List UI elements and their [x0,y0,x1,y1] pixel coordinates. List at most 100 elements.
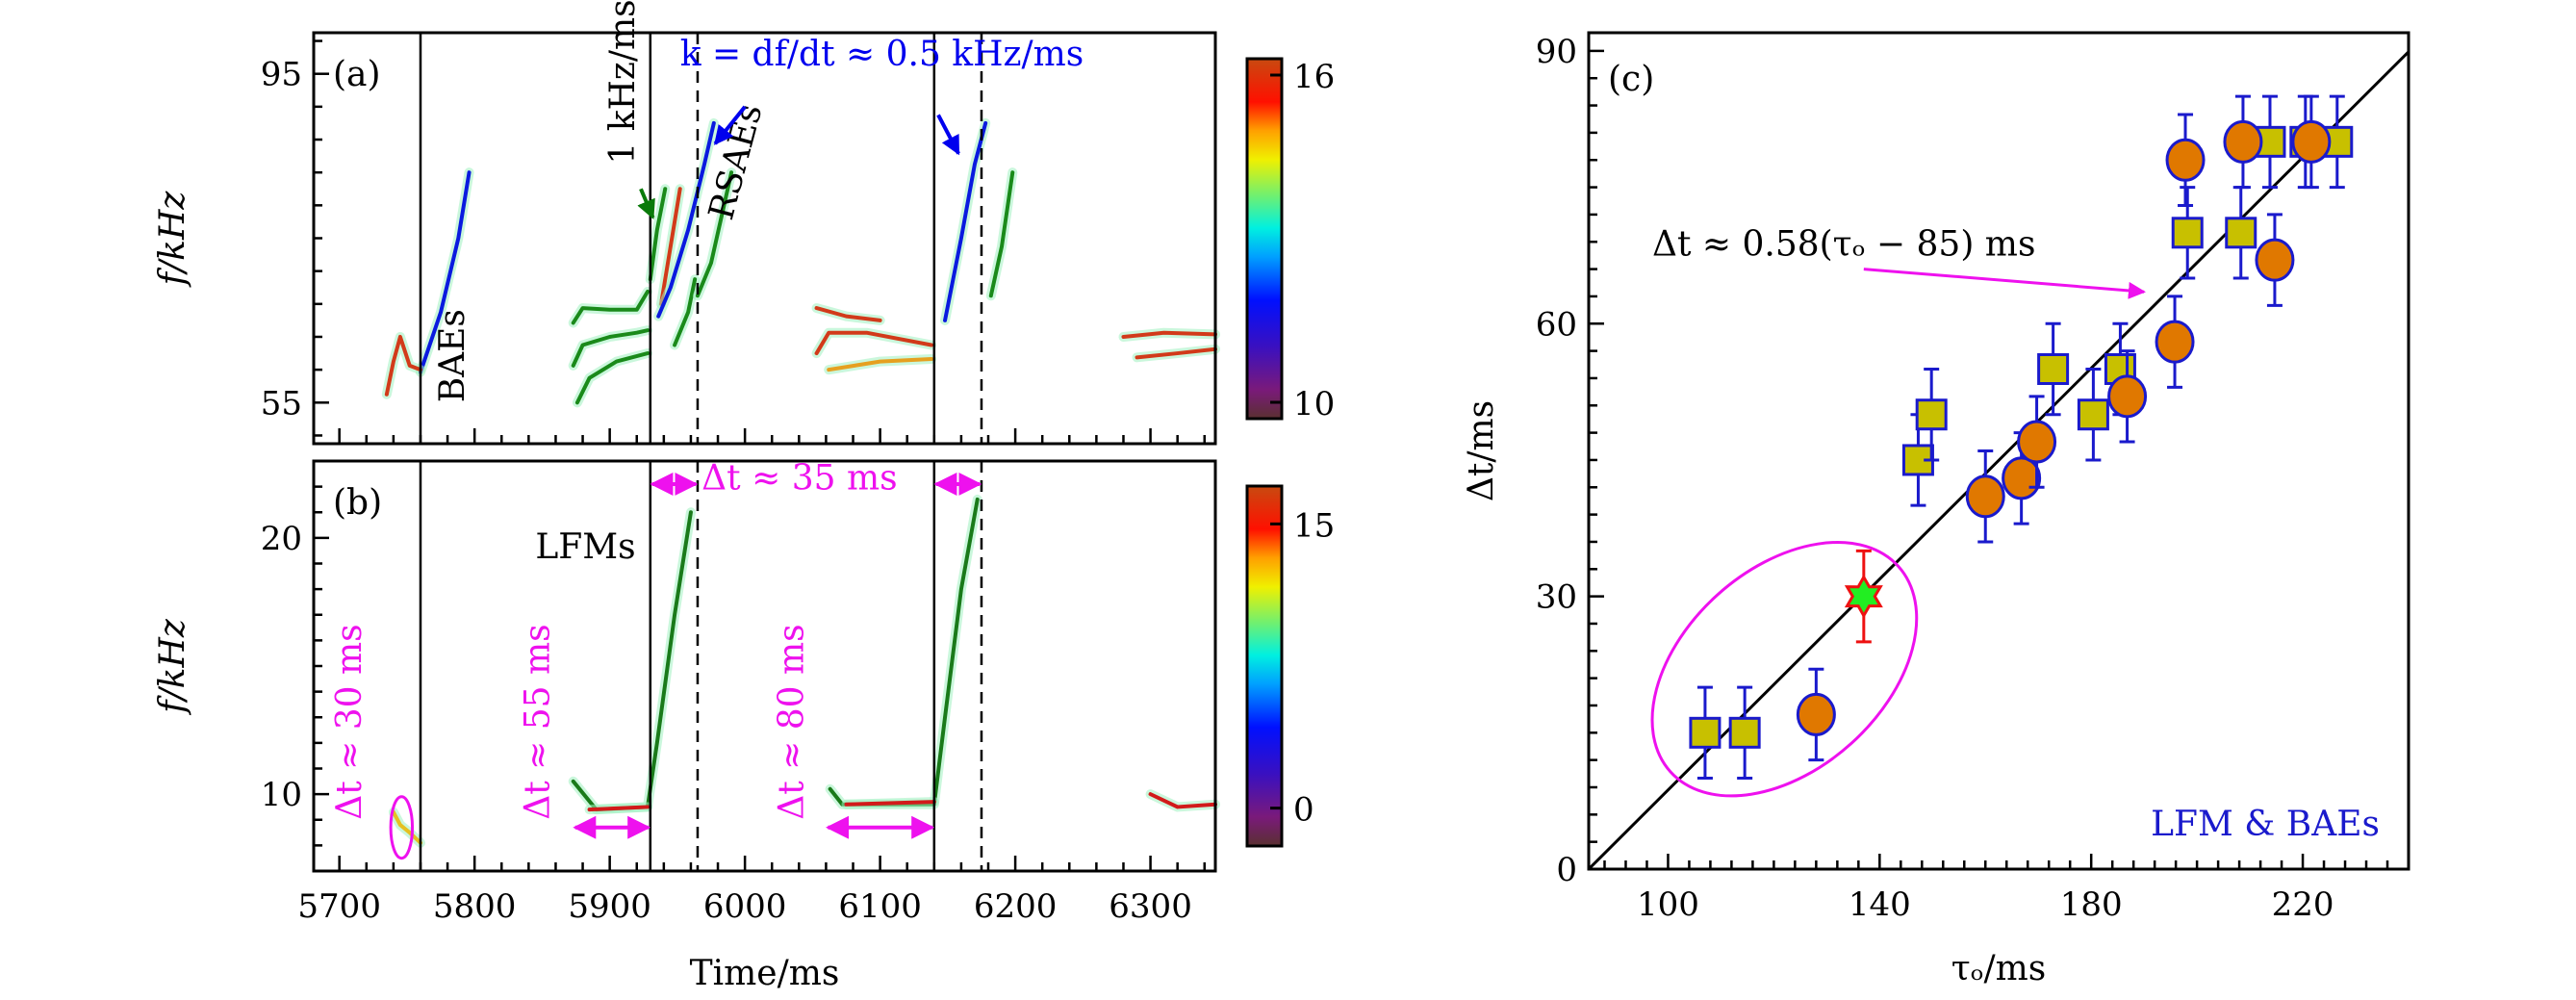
annotation: LFMs [535,527,635,567]
circle-marker [1965,474,2005,519]
square-marker [1915,398,1948,431]
star-marker [1844,574,1883,619]
square-point [2037,321,2070,417]
trace-RSAE-red-1 [659,187,682,306]
circle-marker [2223,119,2263,164]
trace-BAE-band-6 [827,357,933,372]
panel-a-ylabel: f/kHz [153,191,192,289]
panel-c-frame [1587,31,2410,871]
star-point [1844,549,1883,644]
square-point [1689,685,1722,781]
y-tick-label: 30 [1536,578,1577,617]
trace-halo [825,494,982,809]
y-tick-label: 95 [261,56,302,94]
x-tick-label: 100 [1637,885,1699,924]
x-tick-label: 5800 [433,887,517,926]
annotation: BAEs [433,309,472,402]
trace-LFM-1-core [587,805,650,812]
y-tick-label: 60 [1536,305,1577,344]
circle-marker [2255,238,2295,282]
panel-c-ticks: 100 140 180 220 0 30 60 90 [1536,33,2410,924]
trace-RSAE-blue-2 [943,120,988,322]
circle-marker [1796,692,1836,736]
circle-point [2155,295,2195,389]
panel-b-content: LFMs Δt ≈ 35 ms Δt ≈ 30 ms Δt ≈ 55 ms Δt ≈ 8… [330,458,1220,871]
square-marker [1689,716,1722,749]
panel-b-colorbar: 0 15 [1245,484,1335,848]
circle-marker [2155,320,2195,364]
trace-BAE-scatter-left [384,334,422,397]
annotation: Δt ≈ 80 ms [773,624,812,819]
panel-b-ylabel: f/kHz [153,618,192,716]
x-tick-label: 180 [2060,885,2123,924]
square-marker [2171,217,2204,249]
annotation: Δt ≈ 30 ms [330,624,370,819]
panel-b-xlabel: Time/ms [690,954,840,993]
panel-b-ticks: 5700 5800 5900 6000 6100 6200 6300 10 20 [261,459,1207,926]
circle-marker [2165,138,2206,182]
highlight-ellipse [389,795,415,860]
square-point [2171,186,2204,280]
highlight-ellipse [1650,541,1919,798]
y-tick-label: 10 [261,776,302,814]
panel-c-content [1587,50,2410,871]
trace-RSAE-green-3 [695,170,734,298]
fit-arrow [1863,268,2146,299]
x-tick-label: 6300 [1109,887,1192,926]
circle-marker [2002,456,2042,500]
arrow [713,105,747,145]
colorbar-tick-label: 16 [1293,58,1335,96]
trace-RSAE-green-1 [648,187,668,282]
annotation: k = df/dt ≈ 0.5 kHz/ms [680,35,1084,74]
panel-a-ticks: 55 95 [261,39,1207,444]
circle-point [2107,349,2148,444]
y-tick-label: 20 [261,520,302,558]
square-point [1728,685,1761,781]
x-tick-label: 5700 [297,887,381,926]
circle-marker [2291,119,2332,164]
trace-RSAE-green-4 [988,170,1015,298]
panel-a-label: (a) [333,55,381,94]
circle-point [2223,94,2263,190]
arrow [637,188,655,219]
trace-BAE-band-1 [571,290,650,325]
arrow [936,114,960,156]
trace-RSAE-green-2 [673,277,698,347]
panel-a-colorbar: 10 16 [1245,57,1335,423]
colorbar-tick-label: 10 [1293,385,1335,423]
x-tick-label: 140 [1849,885,1911,924]
circle-point [2255,213,2295,307]
annotation: 1 kHz/ms [603,0,643,165]
trace-BAE-band-2 [571,328,650,368]
colorbar-tick-label: 0 [1293,791,1314,830]
colorbar-gradient [1245,484,1284,848]
square-point [2225,186,2257,280]
trace-LFM-3 [1148,792,1217,809]
panel-c: 100 140 180 220 0 30 60 90 Δt/ms τₒ/ms (c) LFM … [1462,31,2410,988]
annotation: Δt ≈ 35 ms [701,458,897,498]
trace-RSAE-blue-1 [656,120,716,319]
square-marker [1728,716,1761,749]
square-marker [2225,217,2257,249]
y-tick-label: 55 [261,384,302,423]
colorbar-tick-label: 15 [1293,506,1335,545]
x-tick-label: 5900 [568,887,651,926]
circle-point [2291,94,2332,190]
circle-marker [2017,420,2057,464]
circle-point [1796,667,1836,762]
trace-LFM-2 [828,497,980,807]
panel-c-legend: LFM & BAEs [2151,805,2380,844]
y-tick-label: 90 [1536,33,1577,71]
circle-marker [2107,374,2148,419]
square-marker [2037,352,2070,385]
x-tick-label: 6200 [974,887,1058,926]
y-tick-label: 0 [1556,851,1577,889]
panel-c-ylabel: Δt/ms [1462,400,1501,501]
panel-c-fit-label: Δt ≈ 0.58(τₒ − 85) ms [1652,224,2035,264]
circle-point [1965,449,2005,544]
circle-point [2165,113,2206,207]
panel-b: LFMs Δt ≈ 35 ms Δt ≈ 30 ms Δt ≈ 55 ms Δt ≈ 8… [153,458,1335,993]
trace-BAE-band-5 [814,330,933,356]
panel-b-label: (b) [333,483,382,523]
